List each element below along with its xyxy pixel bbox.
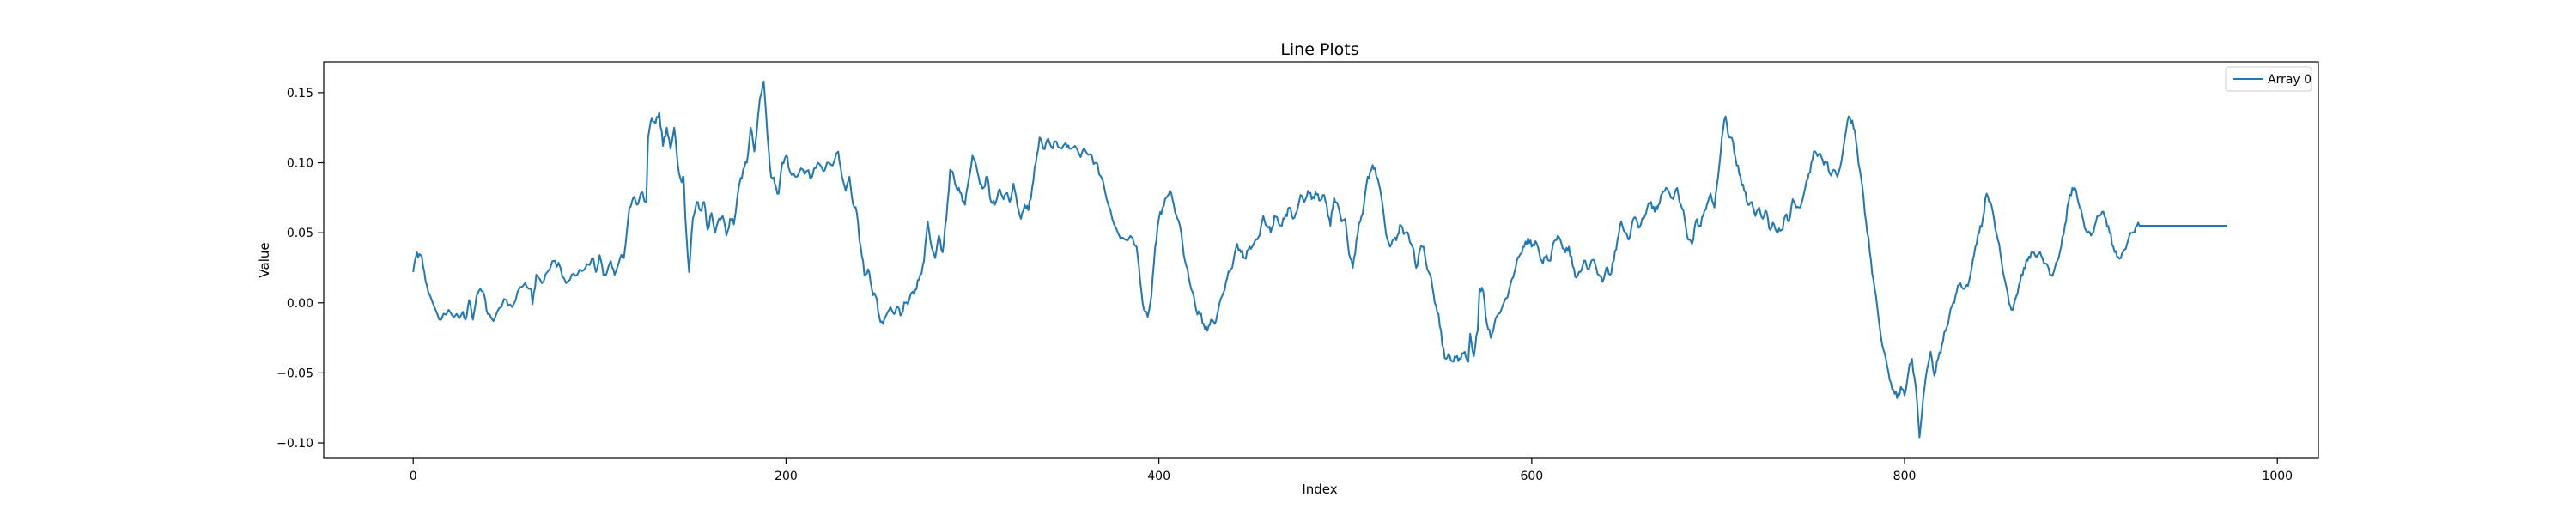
y-axis: −0.10 −0.05 0.00 0.05 0.10 0.15 [276,87,324,451]
y-tick-label: 0.05 [287,227,313,240]
chart-title: Line Plots [1280,40,1358,59]
x-axis: 0 200 400 600 800 1000 [410,458,2293,483]
y-tick-label: 0.15 [287,87,313,100]
x-tick-label: 600 [1520,470,1543,483]
legend-box [2225,66,2312,92]
y-tick-label: 0.00 [287,297,313,311]
legend-label-array-0: Array 0 [2268,73,2312,87]
axes-frame [323,61,2319,459]
series-line-array-0 [412,80,2227,439]
y-axis-label: Value [257,242,272,277]
x-tick-label: 400 [1147,470,1170,483]
x-tick-label: 200 [775,470,798,483]
x-tick-label: 1000 [2262,470,2293,483]
x-axis-label: Index [1302,482,1337,497]
y-tick-label: 0.10 [287,157,313,171]
y-tick-label: −0.10 [276,437,313,451]
y-tick-label: −0.05 [276,367,313,380]
x-tick-label: 0 [410,470,417,483]
plot-area [412,80,2227,439]
legend: Array 0 [2225,66,2312,92]
x-tick-label: 800 [1893,470,1917,483]
